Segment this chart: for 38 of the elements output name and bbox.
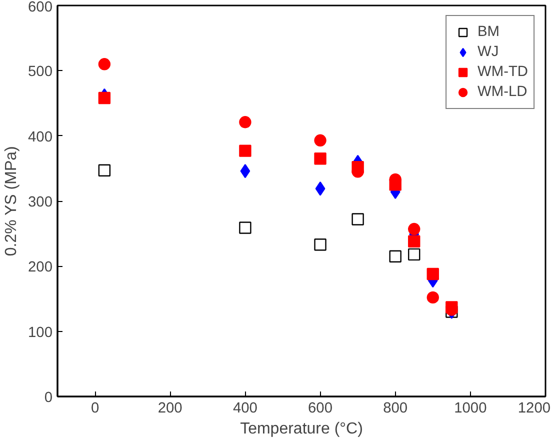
- legend-label: WJ: [478, 44, 499, 60]
- legend-label: WM-TD: [478, 64, 528, 80]
- x-axis-title: Temperature (°C): [240, 420, 363, 438]
- y-axis-title: 0.2% YS (MPa): [3, 146, 20, 256]
- x-tick-label: 400: [232, 400, 258, 416]
- y-tick-label: 500: [28, 64, 53, 80]
- y-tick-label: 100: [28, 324, 53, 341]
- point: [314, 134, 326, 146]
- point: [98, 58, 111, 70]
- point: [314, 152, 326, 165]
- point: [408, 248, 420, 261]
- y-tick-label: 600: [28, 0, 53, 16]
- point: [239, 116, 252, 128]
- x-tick-label: 1200: [518, 400, 551, 416]
- point: [426, 291, 439, 304]
- x-tick-label: 200: [158, 400, 182, 416]
- point: [98, 92, 111, 104]
- y-tick-label: 0: [44, 390, 53, 406]
- legend-label: WM-LD: [478, 84, 528, 100]
- x-tick-label: 1000: [454, 400, 487, 416]
- x-tick-label: 600: [308, 400, 333, 416]
- point: [315, 182, 326, 196]
- point: [408, 222, 420, 236]
- point: [240, 164, 250, 178]
- y-tick-label: 300: [28, 194, 53, 210]
- point: [352, 213, 364, 226]
- legend-label: BM: [478, 24, 500, 40]
- point: [389, 250, 402, 262]
- y-tick-label: 400: [28, 129, 53, 146]
- point: [239, 222, 252, 234]
- y-tick-label: 200: [28, 260, 53, 276]
- point: [98, 164, 111, 176]
- x-tick-label: 0: [90, 400, 100, 416]
- point: [314, 238, 326, 251]
- point: [239, 144, 252, 157]
- point: [426, 268, 439, 280]
- x-tick-label: 800: [383, 400, 408, 416]
- point: [408, 235, 420, 248]
